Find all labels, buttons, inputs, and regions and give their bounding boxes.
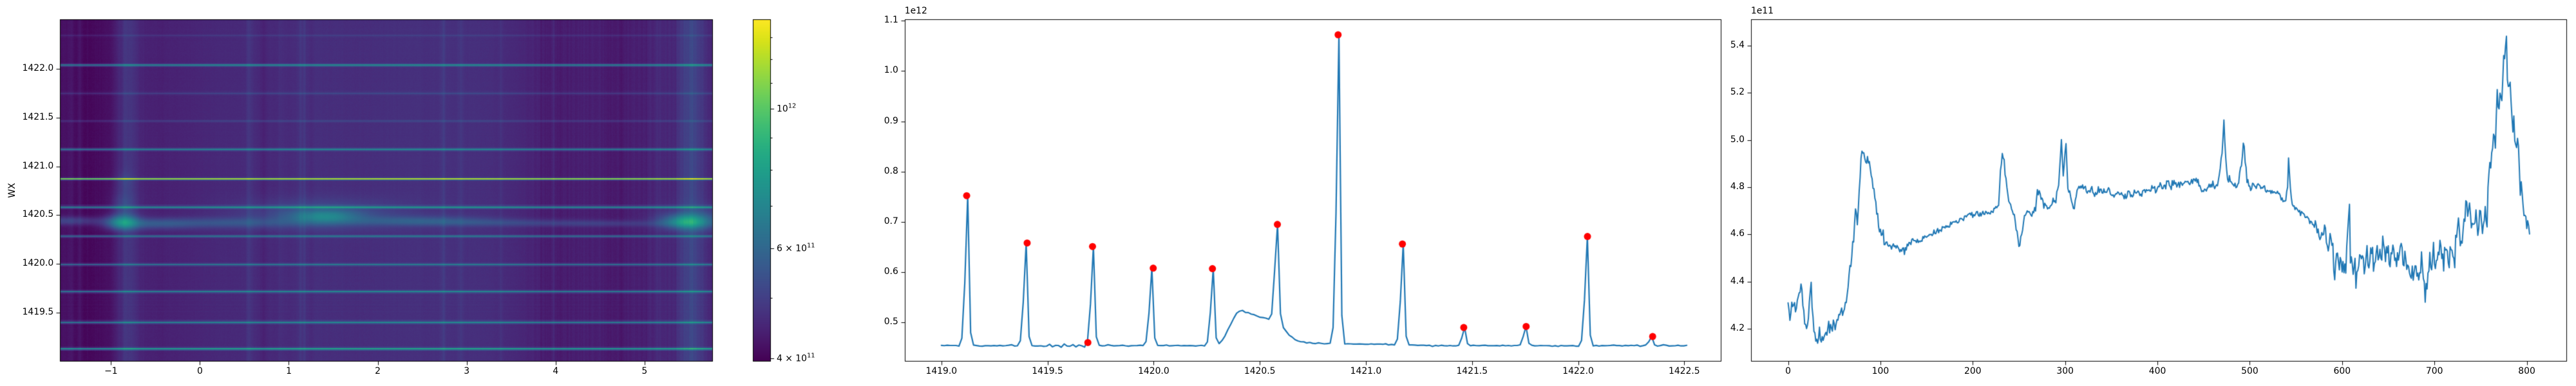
spectrum-y-tick-label: 1.0 <box>884 65 898 76</box>
spectrum-x-tick-label: 1421.5 <box>1456 365 1488 376</box>
timeseries-x-tick-label: 400 <box>2148 365 2166 376</box>
heatmap-x-tick-label: 3 <box>464 365 470 376</box>
spectrum-x-tick-label: 1420.0 <box>1138 365 1170 376</box>
timeseries-x-tick-label: 300 <box>2056 365 2074 376</box>
timeseries-y-tick-label: 5.0 <box>1730 134 1745 145</box>
heatmap-y-axis-label: WX <box>7 183 18 198</box>
timeseries-y-tick-label: 5.4 <box>1730 40 1745 51</box>
heatmap-y-tick-label: 1421.0 <box>22 160 54 171</box>
spectrum-y-tick-label: 0.8 <box>884 165 898 176</box>
timeseries-x-tick-label: 600 <box>2333 365 2351 376</box>
spectrum-y-tick-label: 1.1 <box>884 15 898 26</box>
timeseries-y-tick-label: 4.6 <box>1730 228 1745 239</box>
spectrum-y-tick-label: 0.9 <box>884 115 898 126</box>
heatmap-x-tick-label: 2 <box>375 365 381 376</box>
timeseries-x-tick-label: 500 <box>2241 365 2259 376</box>
timeseries-x-tick-label: 200 <box>1964 365 1982 376</box>
spectrum-y-tick-label: 0.5 <box>884 317 898 327</box>
spectrum-x-tick-label: 1419.5 <box>1032 365 1063 376</box>
heatmap-y-tick-label: 1421.5 <box>22 112 54 123</box>
heatmap-y-tick-label: 1422.0 <box>22 63 54 74</box>
heatmap-x-tick-label: 4 <box>553 365 559 376</box>
spectrum-x-tick-label: 1420.5 <box>1244 365 1276 376</box>
timeseries-x-tick-label: 700 <box>2425 365 2443 376</box>
heatmap-x-tick-label: −1 <box>104 365 118 376</box>
spectrum-y-offset-label: 1e12 <box>904 6 927 16</box>
spectrum-x-tick-label: 1419.0 <box>925 365 958 376</box>
spectrum-x-tick-label: 1421.0 <box>1350 365 1382 376</box>
heatmap-y-tick-label: 1419.5 <box>22 306 54 317</box>
colorbar-tick-label: 4 × 1011 <box>777 352 815 364</box>
spectrum-x-tick-label: 1422.0 <box>1562 365 1594 376</box>
colorbar-tick-label: 1012 <box>777 103 797 115</box>
heatmap-x-tick-label: 0 <box>196 365 203 376</box>
heatmap-x-tick-label: 5 <box>641 365 648 376</box>
timeseries-y-offset-label: 1e11 <box>1750 6 1774 16</box>
timeseries-y-tick-label: 4.8 <box>1730 181 1745 192</box>
timeseries-y-tick-label: 4.2 <box>1730 323 1745 334</box>
heatmap-y-tick-label: 1420.5 <box>22 209 54 220</box>
timeseries-y-tick-label: 5.2 <box>1730 87 1745 98</box>
spectrum-x-tick-label: 1422.5 <box>1669 365 1700 376</box>
timeseries-x-tick-label: 100 <box>1871 365 1889 376</box>
colorbar-tick-label: 6 × 1011 <box>777 242 815 253</box>
heatmap-x-tick-label: 1 <box>286 365 292 376</box>
timeseries-x-tick-label: 0 <box>1785 365 1791 376</box>
heatmap-y-tick-label: 1420.0 <box>22 258 54 269</box>
timeseries-y-tick-label: 4.4 <box>1730 275 1745 286</box>
spectrum-y-tick-label: 0.7 <box>884 216 898 226</box>
timeseries-x-tick-label: 800 <box>2518 365 2535 376</box>
spectrum-y-tick-label: 0.6 <box>884 266 898 277</box>
